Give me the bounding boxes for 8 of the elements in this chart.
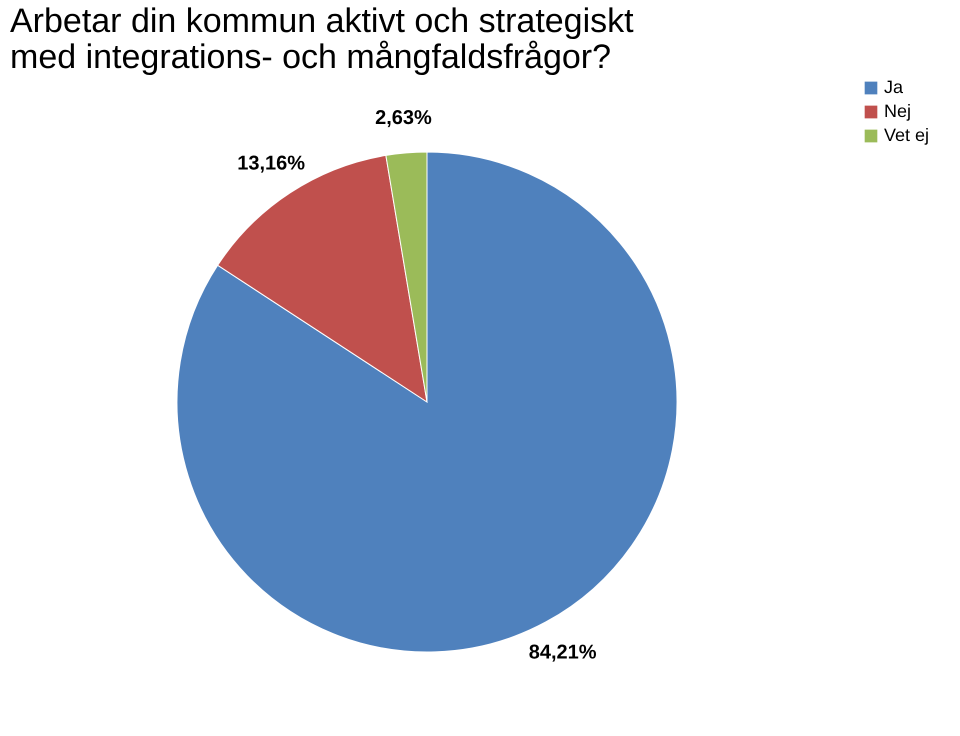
- legend-label: Ja: [884, 77, 904, 97]
- data-label: 13,16%: [237, 152, 306, 174]
- chart-title: Arbetar din kommun aktivt och strategiskt med integrations- och mångfaldsfrågor?: [10, 2, 634, 76]
- pie-slice: [217, 154, 428, 402]
- legend-label: Nej: [884, 101, 912, 121]
- data-label: 84,21%: [528, 642, 597, 664]
- legend-label: Vet ej: [884, 125, 930, 145]
- data-label: 2,63%: [375, 106, 432, 129]
